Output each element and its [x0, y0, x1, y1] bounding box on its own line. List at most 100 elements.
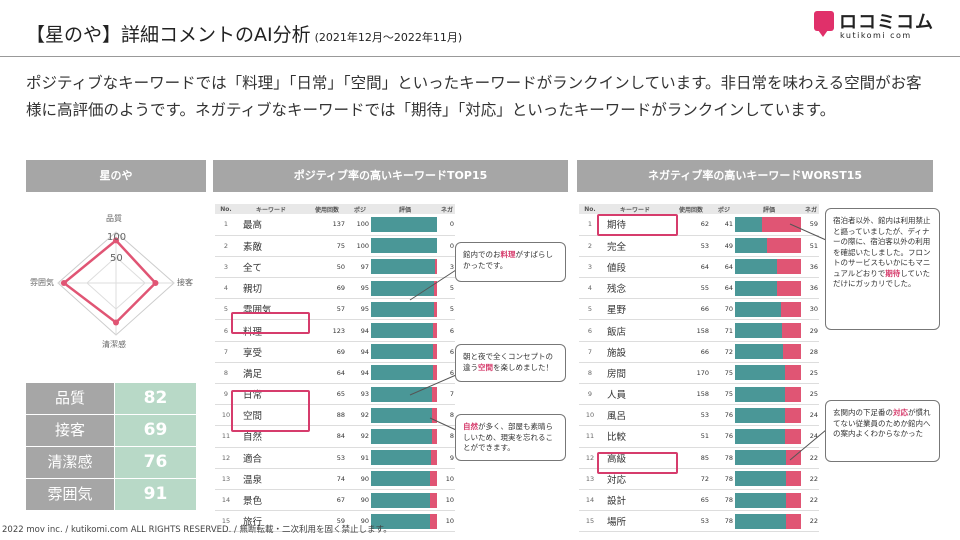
row-number: 12: [215, 447, 237, 469]
eval-bar: [371, 513, 437, 529]
row-number: 2: [579, 235, 601, 257]
table-row: 14 景色 67 90 10: [215, 489, 455, 512]
count-cell: 66: [669, 298, 713, 321]
positive-rate-cell: 94: [349, 341, 371, 363]
eval-bar-cell: [735, 341, 803, 363]
table-row: 7 享受 69 94 6: [215, 341, 455, 363]
keyword-cell: 素敵: [237, 235, 305, 257]
keyword-cell: 雰囲気: [237, 298, 305, 321]
row-number: 14: [579, 489, 601, 512]
count-cell: 50: [305, 256, 349, 279]
positive-bar: [735, 365, 785, 381]
negative-rate-cell: 22: [803, 510, 819, 533]
negative-rate-cell: 9: [439, 447, 455, 469]
positive-bar: [735, 216, 763, 232]
positive-bar: [371, 492, 431, 508]
row-number: 8: [579, 362, 601, 385]
positive-bar: [371, 471, 431, 487]
eval-bar-cell: [371, 510, 439, 533]
table-row: 1 期待 62 41 59: [579, 214, 819, 236]
table-row: 7 施設 66 72 28: [579, 341, 819, 363]
row-number: 6: [579, 319, 601, 342]
table-row: 3 値段 64 64 36: [579, 256, 819, 279]
eval-bar: [735, 428, 801, 444]
table-row: 9 人員 158 75 25: [579, 383, 819, 406]
eval-bar: [371, 259, 437, 275]
eval-bar-cell: [371, 489, 439, 512]
negative-rate-cell: 0: [439, 214, 455, 236]
eval-bar-cell: [735, 214, 803, 236]
positive-rate-cell: 90: [349, 489, 371, 512]
positive-rate-cell: 64: [713, 256, 735, 279]
table-row: 15 旅行 59 90 10: [215, 510, 455, 533]
keyword-cell: 場所: [601, 510, 669, 533]
positive-rate-cell: 90: [349, 510, 371, 533]
eval-bar: [371, 428, 437, 444]
row-number: 10: [579, 404, 601, 427]
positive-bar: [371, 513, 431, 529]
radar-point: [113, 237, 119, 244]
positive-rate-cell: 70: [713, 298, 735, 321]
score-row: 清潔感 76: [26, 447, 196, 478]
positive-rate-cell: 75: [713, 383, 735, 406]
eval-bar: [371, 280, 437, 296]
negative-rate-cell: 0: [439, 235, 455, 257]
count-cell: 66: [669, 341, 713, 363]
negative-rate-cell: 5: [439, 298, 455, 321]
table-row: 8 満足 64 94 6: [215, 362, 455, 385]
eval-bar: [735, 238, 801, 254]
positive-rate-cell: 100: [349, 214, 371, 236]
negative-rate-cell: 8: [439, 404, 455, 427]
eval-bar: [735, 450, 801, 466]
comment-bubble-ryouri: 館内でのお料理がすばらしかったです。: [455, 242, 566, 282]
table-row: 12 適合 53 91 9: [215, 447, 455, 469]
negative-rate-cell: 6: [439, 341, 455, 363]
eval-bar-cell: [735, 256, 803, 279]
radar-label-service: 接客: [177, 278, 193, 287]
positive-bar: [735, 492, 787, 508]
table-row: 13 温泉 74 90 10: [215, 468, 455, 490]
table-row: 2 素敵 75 100 0: [215, 235, 455, 257]
score-table: 品質 82 接客 69 清潔感 76 雰囲気 91: [26, 383, 196, 511]
negative-rate-cell: 22: [803, 489, 819, 512]
hotel-header: 星のや: [26, 160, 206, 192]
eval-bar-cell: [371, 383, 439, 406]
row-number: 9: [579, 383, 601, 406]
negative-rate-cell: 24: [803, 425, 819, 448]
keyword-cell: 残念: [601, 277, 669, 300]
negative-header: ネガティブ率の高いキーワードWORST15: [577, 160, 933, 192]
positive-bar: [371, 323, 434, 339]
eval-bar: [735, 216, 801, 232]
row-number: 7: [215, 341, 237, 363]
positive-bar: [371, 365, 434, 381]
period-label: (2021年12月～2022年11月): [314, 31, 463, 44]
keyword-cell: 満足: [237, 362, 305, 385]
count-cell: 57: [305, 298, 349, 321]
score-row: 品質 82: [26, 383, 196, 414]
count-cell: 53: [669, 510, 713, 533]
positive-header: ポジティブ率の高いキーワードTOP15: [213, 160, 568, 192]
table-row: 1 最高 137 100 0: [215, 214, 455, 236]
row-number: 7: [579, 341, 601, 363]
count-cell: 55: [669, 277, 713, 300]
eval-bar: [371, 323, 437, 339]
eval-bar: [371, 492, 437, 508]
positive-rate-cell: 78: [713, 447, 735, 469]
negative-rate-cell: 3: [439, 256, 455, 279]
eval-bar: [371, 407, 437, 423]
highlight-kuukan-shizen: [231, 390, 310, 432]
keyword-cell: 全て: [237, 256, 305, 279]
eval-bar-cell: [735, 298, 803, 321]
positive-bar: [371, 280, 434, 296]
kutikomi-logo[interactable]: ロコミコム kutikomi com: [814, 10, 934, 44]
positive-rate-cell: 94: [349, 319, 371, 342]
table-row: 3 全て 50 97 3: [215, 256, 455, 279]
positive-rate-cell: 41: [713, 214, 735, 236]
eval-bar: [735, 407, 801, 423]
negative-rate-cell: 22: [803, 468, 819, 490]
keyword-cell: 比較: [601, 425, 669, 448]
row-number: 4: [579, 277, 601, 300]
positive-bar: [371, 259, 436, 275]
eval-bar-cell: [371, 256, 439, 279]
positive-rate-cell: 78: [713, 510, 735, 533]
